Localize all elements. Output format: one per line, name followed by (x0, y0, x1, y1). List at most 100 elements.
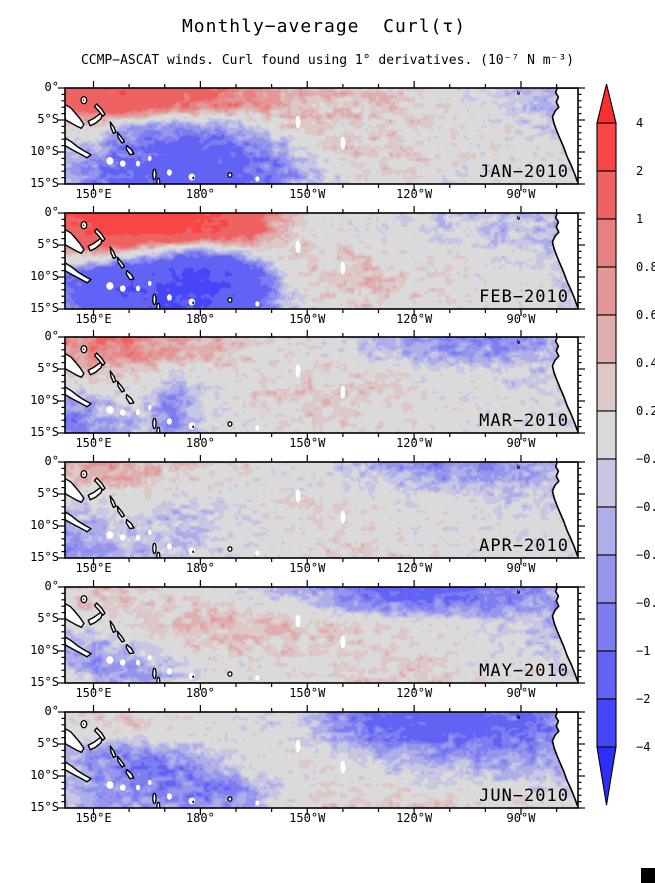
lat-tick-label: 5°S (37, 486, 59, 501)
lon-tick-label: 150°E (75, 187, 112, 201)
coast-bougainville (109, 121, 117, 135)
coast-new-guinea-north (65, 353, 85, 379)
island-tokelau (255, 550, 260, 556)
island-samoa (227, 421, 233, 428)
island-marquesas (340, 136, 346, 150)
colorbar-segment (596, 506, 617, 556)
map-panel-jan-2010: JAN−2010 0° 5°S 10°S 15°S 150°E 180° 150°W 120°W… (30, 80, 585, 201)
lat-tick-label: 15°S (30, 550, 59, 565)
lat-tick-label: 15°S (30, 300, 59, 315)
coast-choiseul (116, 505, 126, 518)
colorbar-tick-label: 0.6 (636, 308, 655, 322)
lon-tick-label: 90°W (506, 685, 536, 700)
colorbar: 4 2 1 0.8 0.6 0.4 0.2 −0.2 −0.4 −0.6 −0.8 −1 −2 −4 (596, 83, 655, 806)
lat-tick-label: 10°S (30, 767, 59, 782)
colorbar-segment (596, 410, 617, 460)
lat-tick-label: 10°S (30, 144, 59, 158)
axes-ticks (58, 330, 585, 441)
island-island-blob-2 (148, 779, 152, 785)
panel-border (64, 461, 579, 559)
coast-new-ireland (93, 227, 106, 242)
curl-field-canvas (65, 212, 578, 309)
coast-papua-peninsula (65, 511, 92, 533)
island-kiribati-blob (295, 240, 301, 254)
colorbar-segment (596, 602, 617, 652)
island-vanuatu-south (156, 801, 161, 808)
colorbar-tick-label: −0.8 (636, 596, 655, 610)
lon-tick-label: 90°W (506, 187, 536, 201)
island-santa-cruz (119, 285, 126, 292)
colorbar-tick-label: 0.2 (636, 404, 655, 418)
coast-new-guinea-north (65, 477, 85, 504)
island-santa-cruz (119, 659, 126, 666)
island-santa-cruz (119, 409, 126, 417)
coast-choiseul (116, 630, 126, 643)
lon-tick-label: 120°W (396, 810, 433, 825)
coast-bougainville (109, 370, 117, 384)
figure-title: Monthly−average Curl(τ) (181, 16, 467, 37)
island-samoa (227, 546, 233, 553)
lat-tick-label: 10°S (30, 642, 59, 657)
lon-tick-label: 150°E (75, 436, 112, 451)
lon-tick-label: 150°W (289, 187, 326, 201)
colorbar-segment (596, 122, 617, 172)
coast-new-ireland (93, 602, 106, 616)
coast-papua-peninsula (65, 635, 92, 658)
lat-tick-label: 5°S (37, 610, 59, 625)
island-vanuatu-south (156, 676, 161, 683)
lon-tick-label: 180° (185, 561, 215, 576)
coast-new-ireland (93, 103, 106, 117)
colorbar-tick-label: 4 (636, 116, 643, 130)
island-vanuatu-north (152, 168, 157, 181)
lon-tick-label: 150°W (289, 810, 326, 825)
coast-guadalcanal (125, 518, 135, 530)
coast-bougainville (109, 744, 117, 758)
island-fiji (188, 298, 196, 306)
island-rennell (106, 780, 114, 789)
mark-galapagos (517, 214, 521, 220)
coast-new-guinea-north (65, 602, 85, 628)
month-label: FEB−2010 (479, 286, 569, 307)
island-santa-cruz (119, 160, 126, 167)
coast-papua-peninsula (65, 386, 92, 408)
lon-tick-label: 90°W (506, 810, 536, 825)
mark-manus-dot (82, 223, 85, 226)
island-rennell (106, 157, 114, 165)
island-fiji (188, 173, 196, 181)
coast-new-britain (87, 112, 104, 127)
island-kiribati-blob (295, 364, 301, 378)
colorbar-arrow-top (596, 83, 617, 124)
island-rennell (106, 406, 114, 415)
lon-tick-label: 150°W (289, 561, 326, 576)
mark-galapagos (517, 338, 521, 345)
map-panel-feb-2010: FEB−2010 0° 5°S 10°S 15°S 150°E 180° 150°W 120°W… (30, 205, 585, 326)
island-island-blob-3 (166, 169, 172, 176)
lat-tick-label: 15°S (30, 425, 59, 440)
lat-tick-label: 10°S (30, 393, 59, 408)
mark-galapagos (517, 89, 521, 95)
island-island-blob-1 (135, 659, 141, 666)
coast-new-ireland (93, 477, 106, 491)
island-marquesas (340, 760, 346, 773)
lon-tick-label: 180° (185, 685, 215, 700)
coast-new-guinea-north (65, 103, 85, 129)
coast-choiseul (116, 380, 126, 394)
colorbar-segment (596, 554, 617, 604)
lat-tick-label: 5°S (37, 112, 59, 126)
land-layer (65, 462, 578, 559)
mark-manus-dot (82, 348, 85, 351)
land-layer (65, 586, 578, 683)
coast-guadalcanal (125, 269, 135, 280)
coast-bougainville (109, 619, 117, 633)
mark-galapagos (517, 588, 521, 594)
island-tokelau (255, 301, 260, 307)
coast-south-america (551, 337, 578, 434)
lon-tick-label: 150°E (75, 311, 112, 326)
lon-tick-label: 150°E (75, 685, 112, 700)
colorbar-arrow-bottom (596, 746, 617, 806)
island-island-blob-2 (148, 529, 152, 536)
island-vanuatu-north (152, 792, 157, 804)
island-island-blob-2 (148, 280, 152, 286)
land-layer (65, 711, 578, 808)
curl-field-canvas (65, 88, 578, 184)
